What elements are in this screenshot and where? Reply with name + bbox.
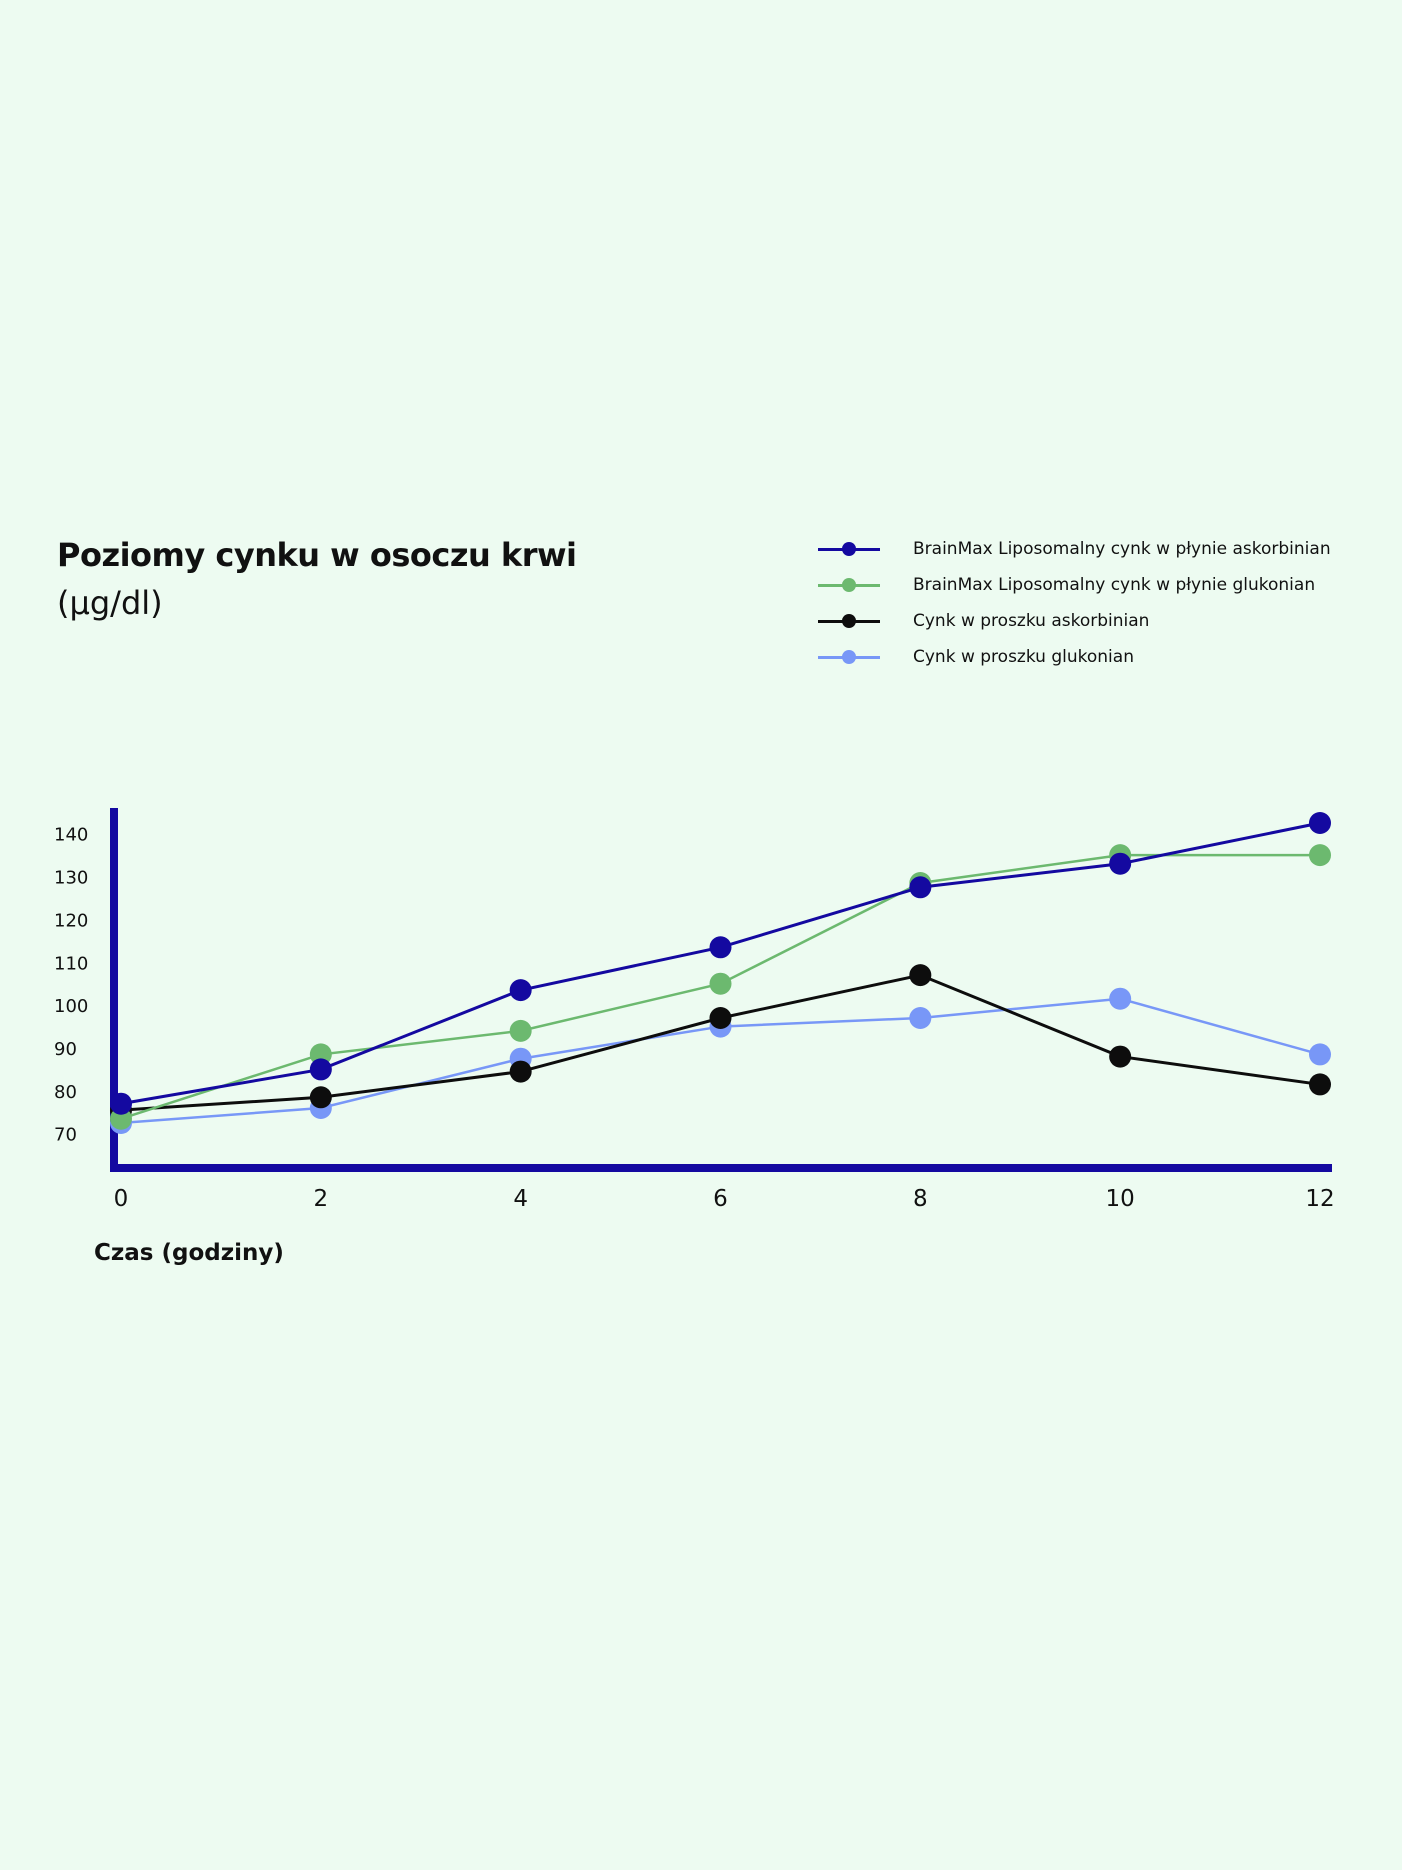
data-point bbox=[1109, 852, 1132, 875]
data-point bbox=[909, 1007, 932, 1029]
data-point bbox=[509, 1060, 532, 1083]
legend-label: Cynk w proszku glukonian bbox=[913, 647, 1134, 667]
x-tick-label: 2 bbox=[314, 1186, 329, 1212]
x-axis-title: Czas (godziny) bbox=[94, 1240, 284, 1266]
chart-title: Poziomy cynku w osoczu krwi bbox=[57, 536, 577, 574]
legend-swatch bbox=[818, 575, 880, 595]
legend-item: Cynk w proszku askorbinian bbox=[818, 603, 1331, 639]
data-point bbox=[709, 1007, 732, 1029]
x-tick-label: 12 bbox=[1305, 1186, 1334, 1212]
legend-swatch-dot bbox=[842, 650, 856, 664]
data-point bbox=[1309, 844, 1331, 867]
x-tick-label: 10 bbox=[1106, 1186, 1135, 1212]
y-tick-label: 100 bbox=[54, 996, 88, 1017]
legend-swatch-dot bbox=[842, 542, 856, 556]
legend-swatch bbox=[818, 539, 880, 559]
data-point bbox=[709, 972, 732, 995]
legend-label: BrainMax Liposomalny cynk w płynie askor… bbox=[913, 539, 1331, 559]
y-tick-label: 130 bbox=[54, 868, 88, 889]
data-point bbox=[1309, 812, 1331, 834]
legend-swatch-dot bbox=[842, 614, 856, 628]
legend-item: Cynk w proszku glukonian bbox=[818, 639, 1331, 675]
legend-swatch bbox=[818, 647, 880, 667]
data-point bbox=[509, 1019, 532, 1042]
data-point bbox=[110, 1092, 132, 1115]
data-point bbox=[709, 936, 732, 959]
data-point bbox=[1109, 987, 1132, 1010]
legend-label: BrainMax Liposomalny cynk w płynie gluko… bbox=[913, 575, 1316, 595]
data-point bbox=[909, 876, 932, 899]
legend-swatch-dot bbox=[842, 578, 856, 592]
chart-subtitle: (µg/dl) bbox=[57, 584, 163, 622]
series-line bbox=[120, 973, 1321, 1112]
legend-swatch bbox=[818, 611, 880, 631]
legend-item: BrainMax Liposomalny cynk w płynie gluko… bbox=[818, 567, 1331, 603]
data-point bbox=[1109, 1045, 1132, 1068]
chart-legend: BrainMax Liposomalny cynk w płynie askor… bbox=[818, 531, 1331, 675]
data-point bbox=[1309, 1073, 1331, 1096]
x-tick-label: 0 bbox=[114, 1186, 129, 1212]
data-point bbox=[909, 964, 932, 987]
x-tick-label: 6 bbox=[713, 1186, 728, 1212]
x-tick-label: 4 bbox=[513, 1186, 528, 1212]
x-tick-label: 8 bbox=[913, 1186, 928, 1212]
data-point bbox=[309, 1086, 332, 1109]
data-point bbox=[309, 1058, 332, 1081]
data-point bbox=[509, 979, 532, 1002]
data-point bbox=[1309, 1043, 1331, 1066]
y-tick-label: 120 bbox=[54, 910, 88, 931]
y-tick-label: 80 bbox=[54, 1082, 77, 1103]
legend-item: BrainMax Liposomalny cynk w płynie askor… bbox=[818, 531, 1331, 567]
y-tick-label: 70 bbox=[54, 1125, 77, 1146]
y-tick-label: 90 bbox=[54, 1039, 77, 1060]
y-tick-label: 110 bbox=[54, 953, 88, 974]
line-chart: 70 80 90 100 110 120 130 140 0 2 4 6 8 10 12 bbox=[54, 808, 1335, 1212]
y-tick-label: 140 bbox=[54, 825, 88, 846]
legend-label: Cynk w proszku askorbinian bbox=[913, 611, 1150, 631]
